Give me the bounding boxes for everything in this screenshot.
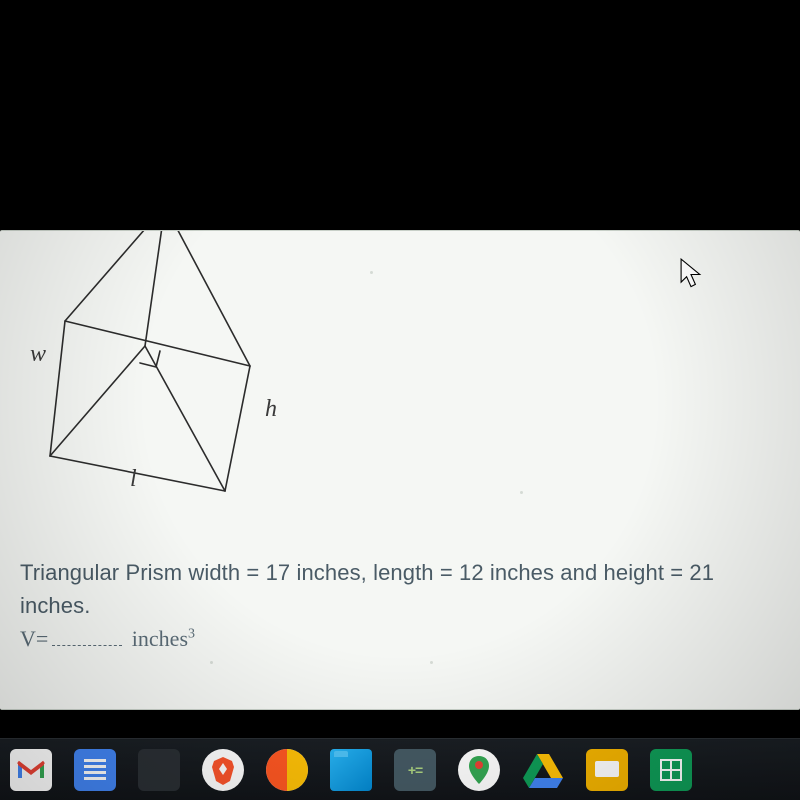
prism-svg [20, 230, 320, 511]
answer-prefix: V= [20, 626, 48, 651]
speck [520, 491, 523, 494]
google-slides-icon[interactable] [586, 749, 628, 791]
label-w: w [30, 341, 46, 368]
speck [210, 661, 213, 664]
answer-exponent: 3 [188, 627, 195, 642]
google-docs-icon[interactable] [74, 749, 116, 791]
google-drive-icon[interactable] [522, 749, 564, 791]
google-maps-icon[interactable] [458, 749, 500, 791]
app-icon[interactable] [138, 749, 180, 791]
speck [430, 661, 433, 664]
google-sheets-icon[interactable] [650, 749, 692, 791]
answer-unit: inches [132, 626, 188, 651]
problem-statement: Triangular Prism width = 17 inches, leng… [20, 556, 780, 622]
label-h: h [265, 396, 277, 423]
speck [370, 271, 373, 274]
half-circle-icon[interactable] [266, 749, 308, 791]
answer-line: V= inches3 [20, 626, 195, 652]
photo-frame: w h l Triangular Prism width = 17 inches… [0, 0, 800, 800]
prism-diagram: w h l [20, 230, 320, 511]
brave-browser-icon[interactable] [202, 749, 244, 791]
calculator-icon[interactable] [394, 749, 436, 791]
question-card: w h l Triangular Prism width = 17 inches… [0, 230, 800, 710]
answer-blank[interactable] [52, 628, 122, 646]
gmail-icon[interactable] [10, 749, 52, 791]
label-l: l [130, 466, 137, 493]
files-folder-icon[interactable] [330, 749, 372, 791]
taskbar [0, 738, 800, 800]
